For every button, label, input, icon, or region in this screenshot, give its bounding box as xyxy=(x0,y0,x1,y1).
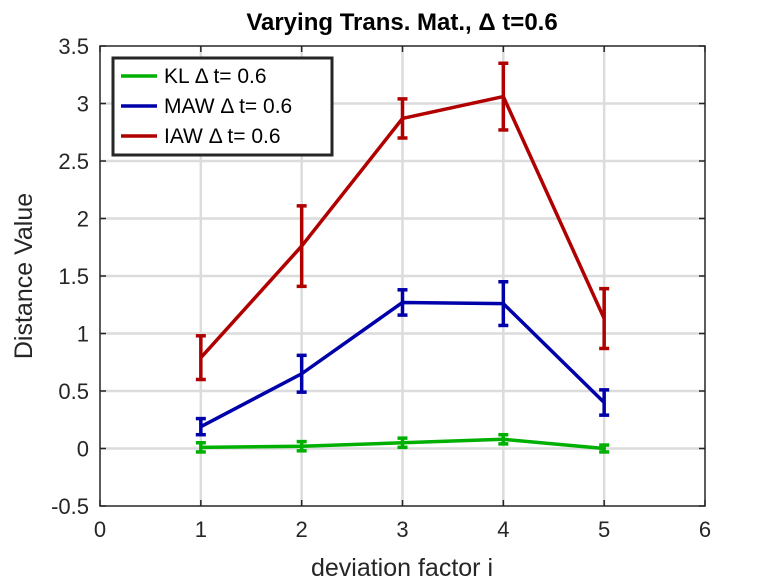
y-tick-label: 0.5 xyxy=(58,379,89,404)
legend: KL Δ t= 0.6 MAW Δ t= 0.6 IAW Δ t= 0.6 xyxy=(111,56,334,157)
legend-label: MAW Δ t= 0.6 xyxy=(164,95,292,118)
x-tick-label: 2 xyxy=(296,517,308,542)
tick-labels: 0 1 2 3 4 5 6-0.500.511.522.533.5 xyxy=(51,34,711,542)
x-tick-label: 6 xyxy=(699,517,711,542)
x-axis-title: deviation factor i xyxy=(311,554,493,582)
chart-title: Varying Trans. Mat., Δ t=0.6 xyxy=(246,9,557,36)
series-group xyxy=(195,61,610,382)
y-tick-label: 3.5 xyxy=(58,34,89,59)
y-tick-label: 3 xyxy=(77,92,89,117)
y-tick-label: 0 xyxy=(77,437,89,462)
y-tick-label: 2.5 xyxy=(58,149,89,174)
legend-label: KL Δ t= 0.6 xyxy=(164,65,267,88)
x-tick-label: 4 xyxy=(497,517,509,542)
legend-label: IAW Δ t= 0.6 xyxy=(164,125,281,148)
y-tick-label: 2 xyxy=(77,207,89,232)
y-tick-label: 1.5 xyxy=(58,264,89,289)
series-lines xyxy=(195,61,610,454)
y-axis-title: Distance Value xyxy=(10,193,38,359)
series-group xyxy=(195,280,610,437)
x-tick-label: 1 xyxy=(195,517,207,542)
x-tick-label: 0 xyxy=(94,517,106,542)
series-group xyxy=(195,432,610,454)
y-tick-label: -0.5 xyxy=(51,494,89,519)
axes-frame xyxy=(99,45,706,507)
y-tick-label: 1 xyxy=(77,322,89,347)
x-tick-label: 5 xyxy=(598,517,610,542)
x-tick-label: 3 xyxy=(396,517,408,542)
axes xyxy=(99,45,706,507)
